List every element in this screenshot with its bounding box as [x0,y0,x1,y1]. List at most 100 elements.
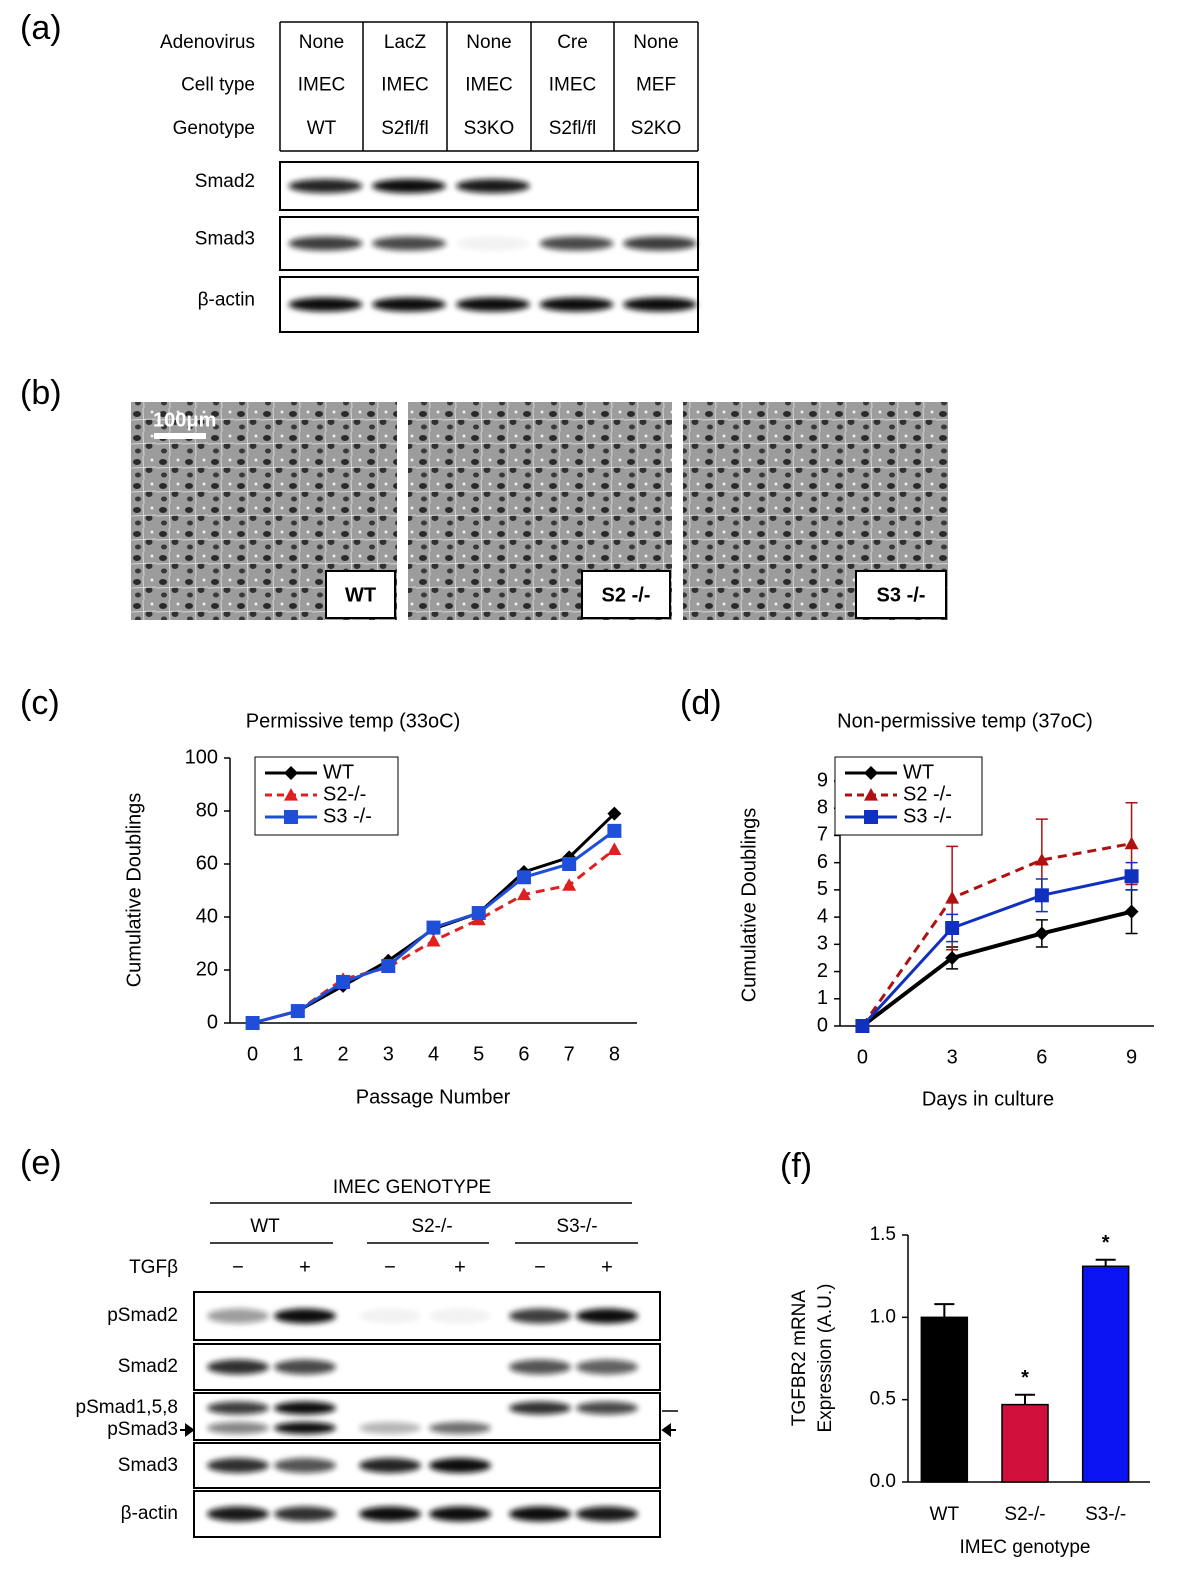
panel-label: (f) [780,1147,812,1185]
treatment-sign: − [384,1256,396,1278]
y-axis-label: TGFBR2 mRNA [789,1290,810,1427]
image-label: S3 -/- [877,584,926,606]
blot-band [429,1308,491,1324]
bar [1081,1265,1130,1483]
legend-label: S2 -/- [903,783,952,805]
legend-label: WT [903,761,934,783]
blot-band [509,1401,571,1415]
series-line [861,874,1132,1028]
group-label: WT [250,1216,280,1237]
marker [290,1004,305,1019]
blot-label: β-actin [121,1503,178,1524]
legend-label: S3 -/- [323,805,372,827]
blot-label: Smad2 [118,1356,178,1377]
y-tick-label: 3 [817,933,828,955]
marker [864,810,878,824]
blot-band [576,1506,638,1522]
blot-band [274,1359,336,1375]
x-tick-label: 6 [1036,1046,1047,1068]
table-cell: S2fl/fl [549,118,597,139]
legend-label: S2-/- [323,783,366,805]
marker [607,842,622,856]
blot-band [274,1308,336,1324]
x-tick-label: 0 [247,1043,258,1065]
blot-band [359,1308,421,1324]
table-cell: IMEC [298,75,346,96]
image-label: S2 -/- [602,584,651,606]
blot-band [359,1422,421,1434]
treatment-sign: + [299,1256,311,1278]
blot-band [288,236,363,251]
blot-label: pSmad3 [107,1419,178,1440]
y-tick-label: 80 [196,799,218,821]
treatment-sign: + [601,1256,613,1278]
blot-band [288,179,363,193]
series-line [861,842,1132,1027]
table-cell: IMEC [465,75,513,96]
arrow [661,1423,676,1437]
x-tick-label: S3-/- [1085,1504,1126,1525]
y-tick-label: 1.5 [870,1224,896,1245]
blot-band [576,1308,638,1324]
x-tick-label: 0 [857,1046,868,1068]
marker [471,906,486,921]
x-tick-label: 4 [428,1043,439,1065]
treatment-sign: − [232,1256,244,1278]
blot-band [207,1506,269,1522]
x-tick-label: 6 [518,1043,529,1065]
row-label: Cell type [181,75,255,96]
blot-band [274,1506,336,1522]
y-axis-label: Cumulative Doublings [123,793,145,988]
chart-title: Permissive temp (33oC) [246,710,461,732]
blot [193,1392,661,1441]
blot-band [456,297,530,312]
series-line [252,812,616,1025]
y-axis-label: Cumulative Doublings [738,808,760,1003]
table-cell: S2KO [631,118,682,139]
x-tick-label: 9 [1126,1046,1137,1068]
blot-band [456,179,530,193]
marker [284,810,298,824]
blot-band [372,236,446,251]
marker [607,823,622,838]
x-tick-label: 2 [337,1043,348,1065]
treatment-sign: + [454,1256,466,1278]
marker [1124,904,1139,919]
blot-band [456,236,530,251]
blot-label: pSmad1,5,8 [76,1397,178,1418]
blot-band [623,297,697,312]
blot-band [576,1401,638,1415]
blot-band [207,1359,269,1375]
bar [920,1316,969,1483]
y-tick-label: 40 [196,905,218,927]
x-tick-label: 7 [564,1043,575,1065]
x-axis-label: Passage Number [356,1086,511,1108]
blot-band [207,1422,269,1434]
y-tick-label: 8 [817,797,828,819]
marker [516,870,531,885]
blot-header: IMEC GENOTYPE [333,1177,491,1198]
y-tick-label: 0 [817,1014,828,1036]
marker [945,921,960,935]
treatment-label: TGFβ [129,1257,178,1278]
marker [1124,869,1139,884]
y-tick-label: 1 [817,987,828,1009]
x-tick-label: WT [930,1504,960,1525]
table-cell: None [466,32,511,53]
blot-band [539,236,614,251]
annotation: * [1021,1367,1029,1389]
blot-band [207,1401,269,1415]
y-tick-label: 60 [196,852,218,874]
x-axis-label: IMEC genotype [960,1537,1091,1558]
image-label-box [855,570,947,619]
table-cell: MEF [636,75,676,96]
panel-label: (c) [20,684,60,722]
marker [245,1016,260,1030]
y-tick-label: 7 [817,824,828,846]
blot-band [576,1359,638,1375]
error-bar [934,1303,955,1318]
table-cell: IMEC [381,75,429,96]
marker [1034,888,1049,903]
blot-band [207,1308,269,1324]
scale-bar [154,433,206,439]
